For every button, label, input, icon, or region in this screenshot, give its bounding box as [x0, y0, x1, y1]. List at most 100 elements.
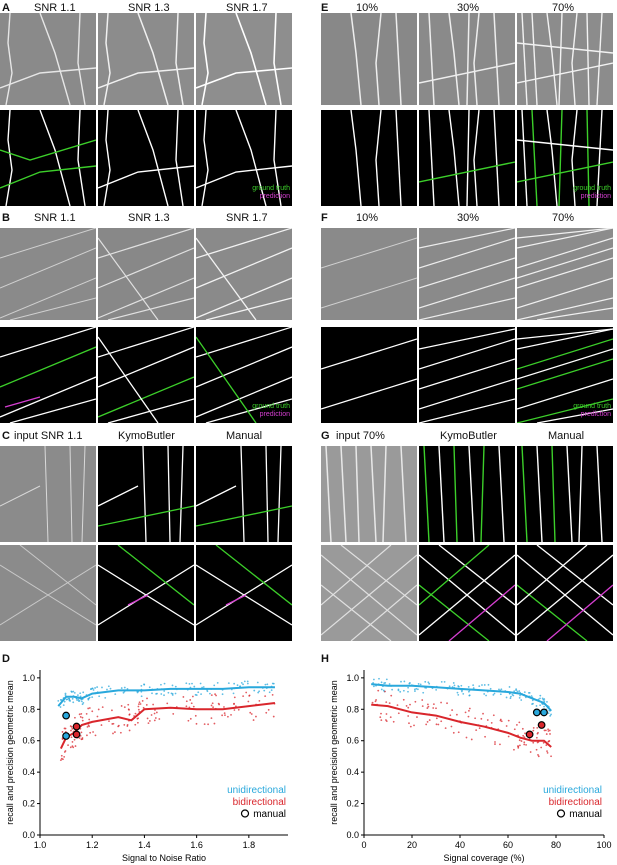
data-point	[484, 735, 486, 738]
data-point	[63, 727, 66, 730]
data-point	[255, 715, 257, 718]
data-point	[536, 741, 539, 744]
panel-letter-f: F	[321, 212, 328, 224]
kymograph-b-snr13	[98, 228, 194, 320]
manual-point	[532, 708, 541, 717]
data-point	[61, 731, 64, 733]
data-point	[493, 692, 496, 695]
data-point	[187, 719, 190, 722]
x-tick-label: 100	[596, 840, 611, 850]
data-point	[408, 722, 410, 725]
data-point	[547, 730, 550, 732]
data-point	[211, 702, 214, 705]
data-point	[472, 684, 475, 687]
data-point	[101, 686, 103, 689]
data-point	[174, 692, 177, 695]
data-point	[464, 711, 467, 714]
y-tick-label: 0.0	[346, 830, 359, 840]
data-point	[64, 692, 67, 695]
data-point	[537, 754, 539, 756]
data-point	[78, 713, 81, 716]
data-point	[239, 685, 241, 688]
x-tick-label: 60	[503, 840, 513, 850]
data-point	[523, 743, 526, 746]
data-point	[182, 696, 185, 698]
data-point	[212, 706, 214, 709]
legend-prediction: prediction	[259, 193, 290, 200]
data-point	[372, 685, 375, 688]
data-point	[106, 688, 108, 691]
data-point	[88, 697, 90, 700]
panel-b-title-1: SNR 1.1	[34, 212, 76, 224]
data-point	[203, 723, 206, 726]
data-point	[210, 704, 213, 707]
panel-b-title-2: SNR 1.3	[128, 212, 170, 224]
data-point	[489, 687, 492, 690]
y-tick-label: 0.6	[22, 736, 35, 746]
data-point	[424, 680, 427, 683]
data-point	[72, 701, 75, 704]
data-point	[86, 734, 88, 737]
data-point	[185, 705, 188, 708]
data-point	[81, 716, 84, 719]
overlay-e-10	[321, 110, 417, 206]
data-point	[107, 685, 110, 688]
panel-b-title-3: SNR 1.7	[226, 212, 268, 224]
data-point	[453, 684, 456, 687]
data-point	[155, 711, 158, 714]
data-point	[218, 703, 221, 706]
kymobutler-g-bidirectional	[419, 545, 515, 641]
data-point	[253, 689, 256, 692]
data-point	[120, 705, 123, 707]
data-point	[67, 744, 69, 746]
data-point	[390, 694, 393, 697]
data-point	[79, 716, 82, 718]
overlay-a-snr13	[98, 110, 194, 206]
panel-letter-c: C	[2, 430, 10, 442]
data-point	[465, 736, 468, 739]
data-point	[126, 724, 129, 726]
data-point	[206, 690, 209, 693]
data-point	[163, 694, 165, 697]
data-point	[150, 714, 153, 716]
data-point	[405, 705, 408, 707]
data-point	[483, 684, 486, 686]
data-point	[76, 694, 79, 697]
data-point	[482, 712, 484, 715]
data-point	[486, 719, 489, 721]
overlay-e-30	[419, 110, 515, 206]
data-point	[413, 688, 416, 691]
data-point	[548, 729, 551, 732]
data-point	[540, 746, 543, 749]
manual-point	[72, 730, 81, 739]
data-point	[191, 682, 193, 685]
data-point	[547, 728, 549, 731]
data-point	[221, 714, 224, 717]
data-point	[507, 735, 510, 738]
data-point	[391, 688, 394, 691]
data-point	[468, 707, 471, 710]
data-point	[271, 693, 274, 696]
data-point	[213, 722, 216, 725]
overlay-legend-b: ground truth prediction	[200, 403, 290, 419]
data-point	[513, 690, 516, 693]
data-point	[513, 748, 515, 751]
data-point	[389, 716, 392, 719]
data-point	[190, 702, 193, 705]
data-point	[195, 694, 198, 696]
data-point	[223, 706, 225, 708]
data-point	[158, 718, 161, 720]
data-point	[137, 717, 140, 720]
data-point	[384, 690, 386, 693]
kymograph-e-30	[419, 13, 515, 105]
data-point	[528, 691, 531, 694]
y-axis-label: recall and precision geometric mean	[329, 680, 339, 825]
data-point	[77, 698, 80, 701]
data-point	[379, 716, 382, 719]
data-point	[403, 680, 406, 683]
data-point	[400, 680, 402, 683]
y-tick-label: 0.2	[22, 799, 35, 809]
kymograph-g-input-bidirectional	[321, 545, 417, 641]
data-point	[518, 696, 521, 699]
data-point	[257, 691, 260, 694]
